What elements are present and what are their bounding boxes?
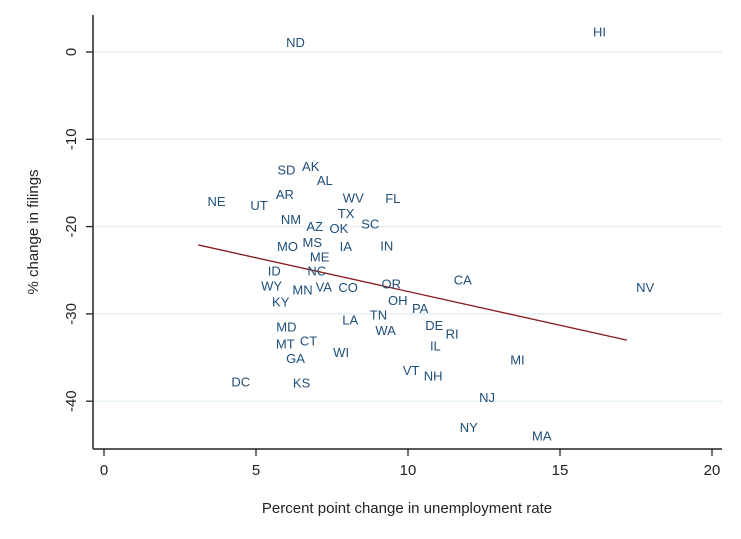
point-label-vt: VT	[403, 363, 420, 378]
point-label-ky: KY	[272, 295, 290, 310]
point-label-va: VA	[316, 279, 333, 294]
fit-line-group	[198, 244, 628, 341]
y-tick-label: 0	[63, 48, 80, 56]
x-tick-label: 5	[252, 462, 260, 479]
point-label-sc: SC	[361, 216, 379, 231]
point-label-wa: WA	[375, 323, 396, 338]
point-label-de: DE	[425, 318, 443, 333]
point-label-co: CO	[338, 280, 358, 295]
point-label-al: AL	[317, 173, 333, 188]
point-label-nh: NH	[424, 368, 443, 383]
point-label-mo: MO	[277, 239, 298, 254]
point-label-dc: DC	[231, 374, 250, 389]
point-label-il: IL	[430, 339, 441, 354]
point-label-md: MD	[276, 319, 296, 334]
y-axis-title: % change in filings	[25, 169, 42, 294]
point-label-tx: TX	[338, 206, 355, 221]
point-label-nd: ND	[286, 35, 305, 50]
point-label-ga: GA	[286, 351, 305, 366]
point-label-ia: IA	[340, 239, 353, 254]
point-label-ms: MS	[302, 235, 322, 250]
point-label-oh: OH	[388, 293, 408, 308]
point-label-ak: AK	[302, 159, 320, 174]
point-label-hi: HI	[593, 24, 606, 39]
point-label-ok: OK	[330, 221, 349, 236]
point-label-ca: CA	[454, 272, 472, 287]
point-label-or: OR	[382, 277, 402, 292]
x-tick-label: 0	[100, 462, 108, 479]
point-label-tn: TN	[370, 307, 387, 322]
point-label-ct: CT	[300, 333, 317, 348]
point-label-mt: MT	[276, 336, 295, 351]
point-label-ne: NE	[207, 194, 225, 209]
point-label-fl: FL	[385, 191, 400, 206]
x-tick-label: 10	[400, 462, 417, 479]
point-label-nj: NJ	[479, 390, 495, 405]
point-label-la: LA	[342, 313, 358, 328]
point-label-az: AZ	[306, 219, 323, 234]
point-label-id: ID	[268, 264, 281, 279]
point-label-nc: NC	[307, 264, 326, 279]
y-tick-label: -20	[63, 216, 80, 238]
fit-line	[198, 244, 628, 341]
point-label-ny: NY	[460, 420, 478, 435]
x-ticks: 0 5 10 15 20	[100, 449, 721, 479]
point-label-pa: PA	[412, 301, 429, 316]
point-label-in: IN	[380, 238, 393, 253]
y-ticks: 0 -10 -20 -30 -40	[63, 48, 93, 412]
x-axis-title: Percent point change in unemployment rat…	[262, 500, 552, 517]
y-tick-label: -40	[63, 390, 80, 412]
point-label-me: ME	[310, 249, 330, 264]
point-label-ar: AR	[276, 187, 294, 202]
y-tick-label: -30	[63, 303, 80, 325]
x-tick-label: 20	[704, 462, 721, 479]
point-label-ut: UT	[250, 198, 267, 213]
point-label-ks: KS	[293, 375, 311, 390]
point-label-ri: RI	[446, 326, 459, 341]
point-label-nv: NV	[636, 280, 654, 295]
point-label-nm: NM	[281, 212, 301, 227]
gridlines	[93, 51, 722, 402]
point-label-sd: SD	[277, 162, 295, 177]
point-label-mn: MN	[292, 283, 312, 298]
point-label-wi: WI	[333, 345, 349, 360]
x-tick-label: 15	[552, 462, 569, 479]
y-tick-label: -10	[63, 128, 80, 150]
point-label-mi: MI	[510, 353, 524, 368]
point-label-wy: WY	[261, 278, 282, 293]
point-label-ma: MA	[532, 429, 552, 444]
point-label-wv: WV	[343, 190, 364, 205]
